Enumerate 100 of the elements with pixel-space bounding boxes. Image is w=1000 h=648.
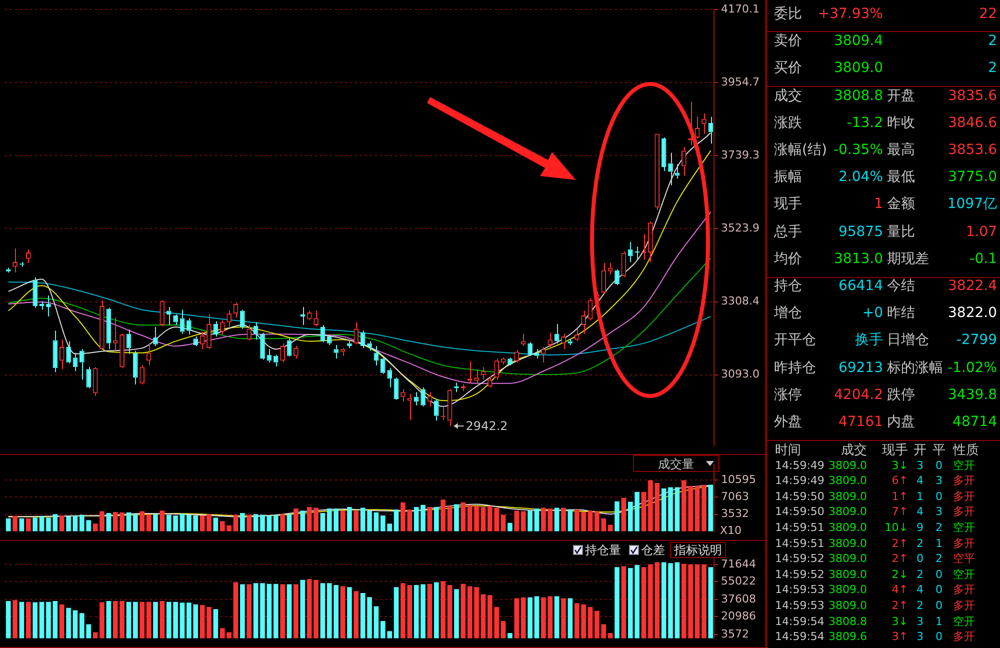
bar — [708, 567, 714, 638]
text: 买价 — [774, 60, 802, 76]
candlestick — [628, 241, 633, 262]
text: 内盘 — [887, 414, 915, 430]
bar — [520, 597, 526, 638]
candlestick — [200, 331, 205, 350]
chart-title: 成交量 — [658, 457, 694, 471]
bar — [340, 586, 346, 638]
bar — [400, 583, 406, 638]
text: 14:59:49 — [775, 458, 824, 472]
text: 昨持仓 — [774, 360, 816, 376]
text: 3813.0 — [834, 250, 883, 267]
candlestick — [140, 364, 145, 385]
text: 14:59:51 — [775, 536, 824, 550]
text: 3809.0 — [828, 568, 867, 581]
bar — [460, 502, 466, 532]
candlestick — [608, 262, 613, 275]
bar — [641, 492, 646, 532]
candlestick — [414, 392, 419, 406]
candlestick — [648, 221, 653, 262]
text: 3809.0 — [828, 536, 867, 550]
y-tick-label: 3954.7 — [721, 76, 760, 89]
bar — [641, 567, 646, 638]
text: 多开 — [953, 505, 975, 518]
text: 4 — [916, 474, 924, 488]
text: 空开 — [953, 568, 975, 581]
bar — [59, 604, 64, 638]
bar — [126, 512, 132, 532]
text: 3809.0 — [828, 458, 867, 472]
text: 0 — [916, 552, 924, 566]
text: 3822.0 — [948, 305, 997, 322]
text: 3↑ — [892, 630, 908, 644]
bar — [561, 598, 566, 638]
candlestick — [80, 348, 84, 380]
bar — [92, 524, 98, 532]
text: +0 — [862, 305, 883, 322]
text: 2 — [916, 568, 924, 581]
text: 3809.0 — [828, 552, 867, 566]
text: 3809.0 — [834, 60, 883, 76]
candlestick — [434, 398, 439, 422]
candlestick — [320, 324, 326, 343]
bar — [6, 601, 11, 638]
candlestick — [474, 370, 479, 385]
bar — [534, 596, 540, 638]
candlestick — [480, 366, 486, 380]
text: 14:59:53 — [775, 599, 824, 612]
candlestick — [106, 307, 112, 350]
text: 69213 — [838, 360, 883, 376]
y-tick-label: 3532 — [721, 507, 749, 520]
bar — [66, 516, 71, 532]
candlestick — [246, 324, 252, 340]
text: 14:59:49 — [775, 474, 824, 488]
bar — [133, 602, 138, 638]
text: 14:59:53 — [775, 583, 824, 596]
text: 0 — [936, 583, 942, 596]
candlestick — [153, 326, 158, 347]
text: 4 — [916, 505, 924, 518]
bar — [374, 606, 379, 638]
text: 3809.0 — [828, 521, 867, 534]
text: 1↑ — [892, 490, 908, 503]
bar — [500, 514, 506, 532]
candlestick — [674, 164, 680, 180]
bar — [674, 562, 680, 638]
text: 0 — [936, 490, 942, 503]
bar — [146, 514, 152, 532]
bar — [286, 584, 292, 638]
candlestick — [354, 322, 359, 345]
bar — [480, 507, 486, 532]
candlestick — [220, 320, 225, 336]
text: 0 — [936, 568, 942, 581]
text: 3 — [936, 505, 942, 518]
y-tick-label: 7063 — [721, 490, 749, 504]
bar — [153, 602, 158, 638]
bar — [621, 566, 626, 638]
text: 0 — [936, 458, 942, 472]
candlestick — [367, 340, 372, 352]
candlestick — [340, 348, 346, 356]
bar — [374, 512, 379, 532]
candlestick — [581, 310, 586, 334]
bar — [440, 581, 446, 638]
text: 3 — [916, 614, 924, 628]
candlestick — [387, 368, 392, 388]
bar — [213, 609, 218, 638]
bar — [140, 602, 145, 638]
candlestick — [59, 339, 64, 370]
bar — [528, 597, 532, 638]
bar — [561, 508, 566, 532]
y-tick-label: 55022 — [721, 574, 756, 588]
text: 卖价 — [774, 33, 802, 50]
candlestick — [120, 334, 124, 369]
text: 多开 — [953, 490, 975, 503]
text: 7↑ — [892, 505, 908, 518]
text: +37.93% — [818, 6, 883, 22]
text: X10 — [720, 524, 742, 537]
bar — [46, 602, 51, 638]
bar — [106, 513, 112, 532]
text: 涨幅(结) — [774, 142, 827, 158]
bar — [407, 584, 412, 638]
candlestick — [66, 340, 71, 364]
bar — [12, 516, 18, 532]
